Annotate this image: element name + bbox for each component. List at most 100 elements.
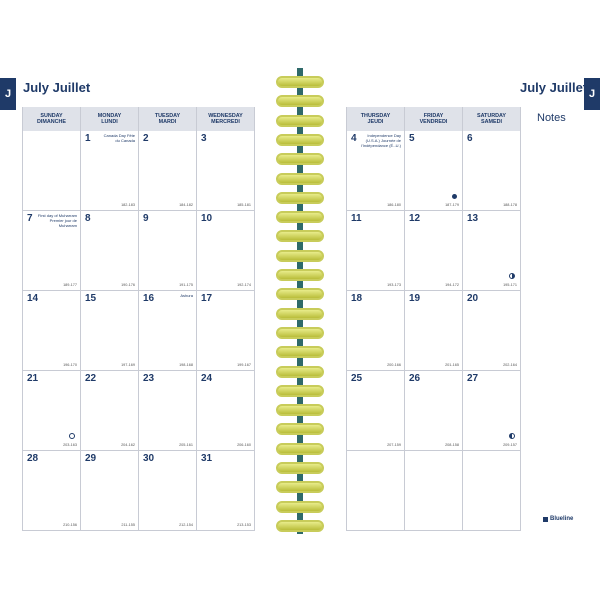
day-number: 22 [85,373,97,384]
day-cell[interactable] [463,451,521,531]
day-header: TUESDAY MARDI [139,107,197,131]
day-cell[interactable]: 22 204-162 [81,371,139,451]
day-of-year-count: 206-160 [237,443,251,447]
day-name-en: TUESDAY [154,113,181,119]
binding-ring [276,442,324,455]
day-name-fr: VENDREDI [419,119,448,125]
day-cell[interactable]: 5 187-179 [405,131,463,211]
binding-ring [276,481,324,494]
day-cell[interactable]: 3 185-181 [197,131,255,211]
day-cell[interactable]: 21 203-163 [23,371,81,451]
day-of-year-count: 195-171 [503,283,517,287]
holiday-label: Canada Day Fête du Canada [103,133,135,143]
day-number: 2 [143,133,149,144]
day-number: 13 [467,213,479,224]
day-cell[interactable]: 16 Ashura 198-168 [139,291,197,371]
day-of-year-count: 201-165 [445,363,459,367]
day-cell[interactable]: 19 201-165 [405,291,463,371]
moon-phase-new-icon [452,194,457,199]
day-of-year-count: 191-175 [179,283,193,287]
day-name-fr: DIMANCHE [36,119,67,125]
day-name-fr: MERCREDI [211,119,240,125]
brand-logo: Blueline [543,516,573,522]
day-cell[interactable]: 17 199-167 [197,291,255,371]
day-cell[interactable]: 9 191-175 [139,211,197,291]
day-name-en: FRIDAY [423,113,444,119]
day-cell[interactable]: 18 200-166 [347,291,405,371]
day-cell[interactable]: 30 212-154 [139,451,197,531]
moon-phase-last-icon [509,433,515,439]
day-cell[interactable]: 11 193-173 [347,211,405,291]
calendar-grid-right: THURSDAY JEUDI FRIDAY VENDREDI SATURDAY SAMED… [346,107,521,531]
binding-ring [276,346,324,359]
day-name-en: WEDNESDAY [208,113,243,119]
day-cell[interactable]: 27 209-157 [463,371,521,451]
day-cell[interactable]: 6 188-178 [463,131,521,211]
day-cell[interactable]: 23 205-161 [139,371,197,451]
day-cell[interactable] [405,451,463,531]
day-cell[interactable]: 2 184-182 [139,131,197,211]
day-header: SUNDAY DIMANCHE [23,107,81,131]
day-of-year-count: 194-172 [445,283,459,287]
day-header: FRIDAY VENDREDI [405,107,463,131]
binding-ring [276,404,324,417]
binding-ring [276,307,324,320]
day-number: 24 [201,373,213,384]
day-cell[interactable]: 4 Independence Day (U.S.A.) Journée de l'… [347,131,405,211]
day-cell[interactable]: 26 208-158 [405,371,463,451]
brand-name: Blueline [550,516,574,522]
day-name-fr: MARDI [158,119,177,125]
binding-ring [276,133,324,146]
day-of-year-count: 188-178 [503,203,517,207]
day-number: 25 [351,373,363,384]
day-number: 15 [85,293,97,304]
day-number: 18 [351,293,363,304]
day-cell[interactable]: 31 213-153 [197,451,255,531]
day-cell[interactable]: 8 190-176 [81,211,139,291]
day-of-year-count: 187-179 [445,203,459,207]
month-tab-left[interactable]: J [0,78,16,110]
day-cell[interactable]: 14 196-170 [23,291,81,371]
day-number: 23 [143,373,155,384]
day-cell[interactable]: 29 211-155 [81,451,139,531]
day-of-year-count: 203-163 [63,443,77,447]
day-number: 1 [85,133,91,144]
day-number: 19 [409,293,421,304]
day-number: 8 [85,213,91,224]
day-cell[interactable]: 28 210-156 [23,451,81,531]
day-of-year-count: 204-162 [121,443,135,447]
day-of-year-count: 185-181 [237,203,251,207]
day-of-year-count: 186-180 [387,203,401,207]
day-cell[interactable]: 20 202-164 [463,291,521,371]
day-cell[interactable]: 7 First day of Muharram Premier jour de M… [23,211,81,291]
spiral-binding [270,68,330,534]
day-cell[interactable] [23,131,81,211]
day-cell[interactable] [347,451,405,531]
day-cell[interactable]: 10 192-174 [197,211,255,291]
day-header: THURSDAY JEUDI [347,107,405,131]
binding-ring [276,172,324,185]
day-number: 14 [27,293,39,304]
moon-phase-first-icon [509,273,515,279]
day-number: 9 [143,213,149,224]
day-header: MONDAY LUNDI [81,107,139,131]
month-tab-right[interactable]: J [584,78,600,110]
day-cell[interactable]: 25 207-159 [347,371,405,451]
day-of-year-count: 184-182 [179,203,193,207]
day-cell[interactable]: 13 195-171 [463,211,521,291]
day-cell[interactable]: 12 194-172 [405,211,463,291]
day-of-year-count: 211-155 [121,523,135,527]
day-of-year-count: 182-183 [121,203,135,207]
day-number: 21 [27,373,39,384]
binding-ring [276,288,324,301]
binding-spine [297,68,303,534]
day-cell[interactable]: 24 206-160 [197,371,255,451]
binding-ring [276,462,324,474]
binding-ring [276,365,324,378]
notes-label: Notes [537,112,566,124]
day-name-en: SATURDAY [476,113,507,119]
day-cell[interactable]: 15 197-169 [81,291,139,371]
day-cell[interactable]: 1 Canada Day Fête du Canada 182-183 [81,131,139,211]
day-number: 29 [85,453,97,464]
day-of-year-count: 202-164 [503,363,517,367]
